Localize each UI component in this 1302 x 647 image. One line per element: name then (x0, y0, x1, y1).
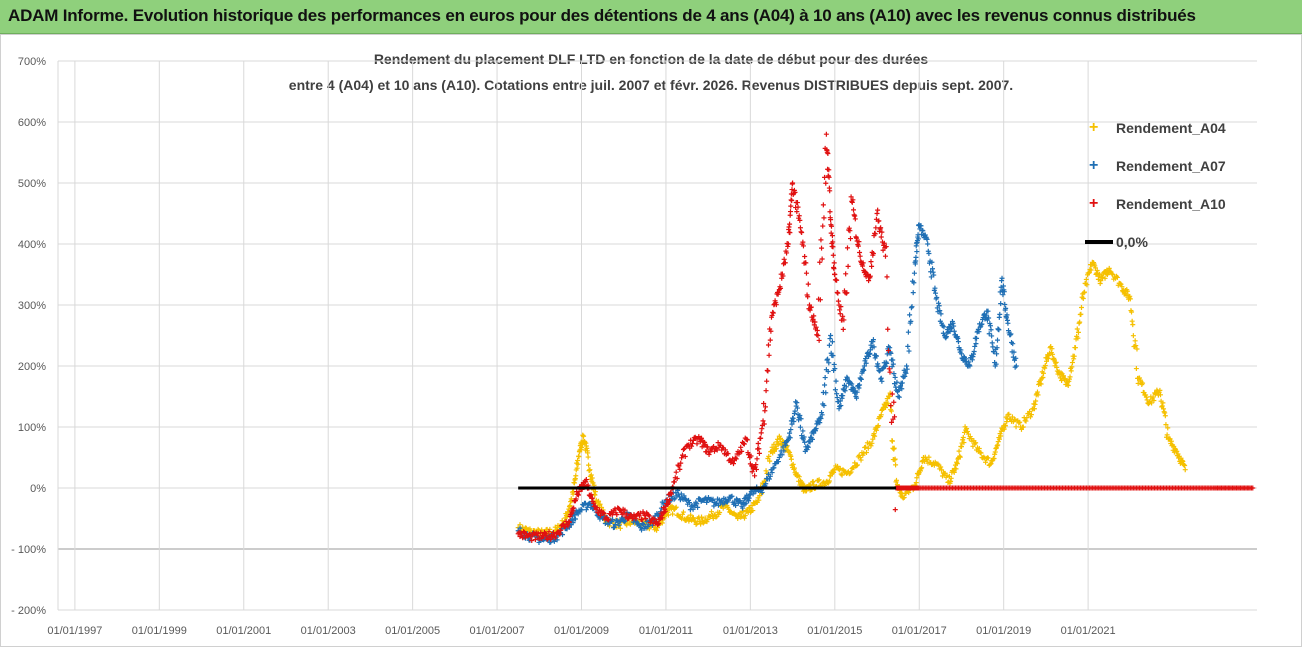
legend-item-a07: + Rendement_A07 (1085, 156, 1285, 176)
report-banner-title: ADAM Informe. Evolution historique des p… (8, 6, 1196, 25)
legend-item-a10: + Rendement_A10 (1085, 194, 1285, 214)
legend-label-a07: Rendement_A07 (1116, 158, 1226, 174)
legend-label-a04: Rendement_A04 (1116, 120, 1226, 136)
legend-label-a10: Rendement_A10 (1116, 196, 1226, 212)
legend-item-zero: 0,0% (1085, 232, 1285, 252)
chart-area: Rendement du placement DLF LTD en foncti… (0, 34, 1302, 647)
legend-item-a04: + Rendement_A04 (1085, 118, 1285, 138)
chart-title-line-2: entre 4 (A04) et 10 ans (A10). Cotations… (288, 77, 1014, 93)
legend-marker-a10: + (1089, 195, 1099, 212)
legend-line-zero (1085, 240, 1113, 244)
chart-title-line-1: Rendement du placement DLF LTD en foncti… (373, 51, 929, 67)
report-banner: ADAM Informe. Evolution historique des p… (0, 0, 1302, 34)
legend-label-zero: 0,0% (1116, 234, 1148, 250)
legend-marker-a07: + (1089, 157, 1099, 174)
legend-marker-a04: + (1089, 119, 1099, 136)
